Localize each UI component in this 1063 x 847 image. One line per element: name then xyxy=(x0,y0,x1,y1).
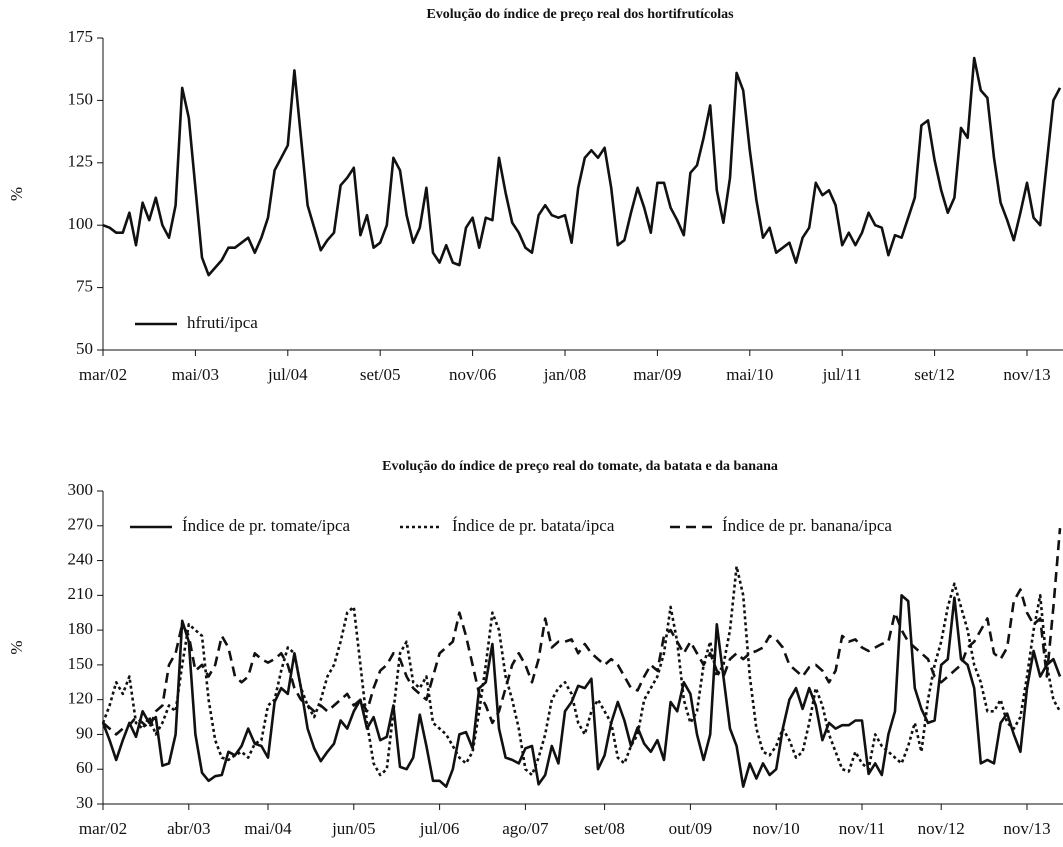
x-tick-label: mar/09 xyxy=(633,365,681,384)
legend-label: Índice de pr. banana/ipca xyxy=(722,516,892,535)
y-axis-label: % xyxy=(7,187,26,201)
x-tick-label: abr/03 xyxy=(167,819,210,838)
chart-title: Evolução do índice de preço real do toma… xyxy=(382,459,778,474)
x-tick-label: mai/04 xyxy=(244,819,292,838)
y-tick-label: 30 xyxy=(76,793,93,812)
series-line xyxy=(102,56,1062,277)
x-tick-label: nov/13 xyxy=(1003,365,1050,384)
x-tick-label: nov/06 xyxy=(449,365,496,384)
x-tick-label: mar/02 xyxy=(79,365,127,384)
x-tick-label: nov/12 xyxy=(918,819,965,838)
y-tick-label: 300 xyxy=(68,480,94,499)
x-tick-label: set/05 xyxy=(360,365,401,384)
x-tick-label: set/08 xyxy=(584,819,625,838)
y-tick-label: 150 xyxy=(68,89,94,108)
x-tick-label: ago/07 xyxy=(502,819,549,838)
y-tick-label: 210 xyxy=(68,584,94,603)
x-tick-label: jan/08 xyxy=(543,365,587,384)
x-tick-label: mai/10 xyxy=(726,365,773,384)
series-line xyxy=(102,527,1062,736)
x-tick-label: jul/06 xyxy=(419,819,460,838)
y-tick-label: 270 xyxy=(68,515,94,534)
x-tick-label: mar/02 xyxy=(79,819,127,838)
x-tick-label: out/09 xyxy=(669,819,712,838)
y-axis-label: % xyxy=(7,640,26,654)
y-tick-label: 125 xyxy=(68,152,94,171)
x-tick-label: nov/10 xyxy=(753,819,800,838)
x-tick-label: jul/04 xyxy=(267,365,308,384)
y-tick-label: 175 xyxy=(68,27,94,46)
y-tick-label: 240 xyxy=(68,549,94,568)
y-tick-label: 50 xyxy=(76,339,93,358)
legend-label: Índice de pr. batata/ipca xyxy=(452,516,615,535)
series-line xyxy=(101,594,1062,788)
x-tick-label: mai/03 xyxy=(172,365,219,384)
x-tick-label: set/12 xyxy=(914,365,955,384)
legend-label: hfruti/ipca xyxy=(187,313,258,332)
x-tick-label: jul/11 xyxy=(822,365,862,384)
y-tick-label: 90 xyxy=(76,723,93,742)
y-tick-label: 60 xyxy=(76,758,93,777)
y-tick-label: 120 xyxy=(68,689,94,708)
x-tick-label: jun/05 xyxy=(331,819,375,838)
legend-label: Índice de pr. tomate/ipca xyxy=(182,516,350,535)
y-tick-label: 75 xyxy=(76,277,93,296)
y-tick-label: 150 xyxy=(68,654,94,673)
y-tick-label: 180 xyxy=(68,619,94,638)
x-tick-label: nov/11 xyxy=(839,819,886,838)
x-tick-label: nov/13 xyxy=(1003,819,1050,838)
series-line xyxy=(101,565,1062,777)
chart-title: Evolução do índice de preço real dos hor… xyxy=(426,7,734,22)
y-tick-label: 100 xyxy=(68,214,94,233)
